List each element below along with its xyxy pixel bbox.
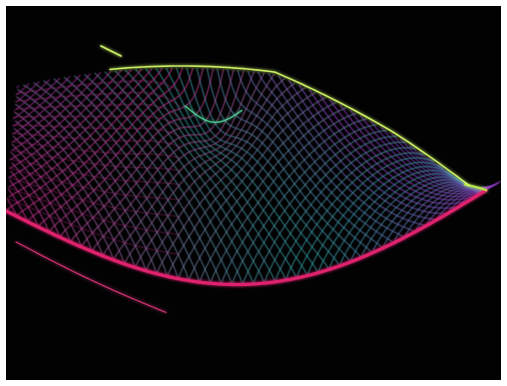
mesh-line-diagonal-a <box>16 85 20 89</box>
mesh-lines-along <box>6 67 501 285</box>
mesh-line-diagonal-a <box>145 82 296 272</box>
back-crest-curve <box>109 65 471 187</box>
mesh-line-diagonal-b <box>135 69 287 281</box>
mesh-rib-line <box>13 103 181 118</box>
mesh-line-diagonal-b <box>267 72 426 227</box>
mesh-line-diagonal-b <box>257 71 416 233</box>
mesh-line-diagonal-b <box>10 170 50 233</box>
render-viewport <box>6 6 501 380</box>
mesh-line-diagonal-b <box>7 188 28 222</box>
front-trailing-line <box>15 241 167 313</box>
mesh-line-diagonal-a <box>8 69 132 178</box>
mesh-rib-line <box>15 80 181 95</box>
front-edge-curve <box>6 188 488 287</box>
mesh-line-diagonal-a <box>12 73 91 143</box>
mesh-line-diagonal-a <box>102 71 255 257</box>
mesh-rib-line <box>8 177 180 217</box>
mesh-line-diagonal-a <box>457 185 493 208</box>
mesh-line-diagonal-b <box>216 68 373 254</box>
mesh-line-diagonal-a <box>306 161 444 276</box>
mesh-line-diagonal-a <box>274 147 416 283</box>
mesh-line-diagonal-a <box>328 169 463 270</box>
mesh-line-diagonal-b <box>308 89 469 205</box>
mesh-rib-line <box>10 150 180 171</box>
mesh-line-diagonal-a <box>166 92 316 277</box>
mesh-rib-line <box>8 167 180 201</box>
mesh-line-diagonal-a <box>317 166 454 273</box>
mesh-rib-line <box>9 158 180 185</box>
mesh-rib-line <box>11 133 181 147</box>
mesh-line-diagonal-b <box>11 143 82 248</box>
mesh-line-diagonal-a <box>199 107 347 283</box>
mesh-line-diagonal-a <box>220 118 367 285</box>
mesh-line-diagonal-a <box>12 77 61 120</box>
mesh-line-diagonal-b <box>298 84 459 209</box>
mesh-line-diagonal-b <box>319 94 480 201</box>
mesh-line-diagonal-b <box>13 128 104 257</box>
mesh-line-diagonal-a <box>156 87 306 274</box>
mesh-line-diagonal-a <box>253 135 397 285</box>
surface-edges <box>6 45 488 313</box>
mesh-line-diagonal-b <box>12 135 93 252</box>
mesh-line-diagonal-b <box>339 104 501 195</box>
mesh-line-diagonal-b <box>278 75 437 221</box>
mesh-line-diagonal-b <box>165 67 319 274</box>
mesh-line-diagonal-a <box>489 182 500 189</box>
mesh-line-diagonal-a <box>242 129 387 285</box>
mesh-line-diagonal-a <box>285 152 425 281</box>
mesh-line-diagonal-a <box>360 179 480 258</box>
mesh-line-diagonal-a <box>349 176 478 263</box>
mesh-line-diagonal-a <box>15 79 51 110</box>
mesh-line-diagonal-b <box>247 70 405 239</box>
mesh-line-diagonal-b <box>196 68 351 263</box>
mesh-line-diagonal-a <box>15 81 40 103</box>
mesh-line-diagonal-b <box>11 162 61 238</box>
dip-highlight-curve <box>184 105 243 124</box>
wireframe-surface-graphic <box>6 45 501 313</box>
mesh-line-diagonal-b <box>16 96 147 271</box>
mesh-line-diagonal-a <box>296 157 435 279</box>
mesh-line-diagonal-b <box>145 68 297 279</box>
mesh-rib-line <box>6 197 180 255</box>
mesh-line-diagonal-b <box>186 67 341 267</box>
mesh-line-diagonal-b <box>175 67 330 270</box>
crest-flick <box>100 45 122 57</box>
mesh-rib-line <box>14 92 181 107</box>
mesh-line-diagonal-b <box>359 115 497 191</box>
mesh-line-diagonal-a <box>123 73 275 265</box>
mesh-lines-across <box>6 67 500 285</box>
mesh-rib-line <box>10 141 180 159</box>
mesh-line-diagonal-b <box>227 69 383 249</box>
mesh-rib-line <box>13 115 181 128</box>
mesh-line-diagonal-a <box>134 78 286 268</box>
mesh-rib-line <box>12 125 181 137</box>
mesh-line-diagonal-a <box>8 68 153 198</box>
mesh-line-diagonal-b <box>288 79 448 215</box>
mesh-line-diagonal-a <box>12 75 71 127</box>
mesh-line-diagonal-a <box>263 141 407 284</box>
mesh-line-diagonal-a <box>9 70 112 161</box>
mesh-line-diagonal-a <box>210 112 357 284</box>
mesh-line-diagonal-b <box>206 68 362 259</box>
mesh-line-diagonal-a <box>339 173 472 267</box>
mesh-line-diagonal-b <box>329 99 491 197</box>
mesh-line-diagonal-b <box>237 70 394 244</box>
mesh-line-diagonal-b <box>155 68 308 276</box>
mesh-line-diagonal-b <box>124 69 276 283</box>
mesh-line-diagonal-a <box>113 72 265 261</box>
mesh-line-diagonal-b <box>114 70 265 284</box>
mesh-line-diagonal-b <box>6 198 18 217</box>
mesh-line-diagonal-b <box>349 109 498 193</box>
mesh-rib-line <box>7 186 180 235</box>
mesh-line-diagonal-a <box>371 181 482 254</box>
mesh-line-diagonal-a <box>446 186 491 215</box>
mesh-line-diagonal-a <box>188 102 337 281</box>
mesh-line-diagonal-a <box>177 97 326 279</box>
mesh-line-diagonal-a <box>231 124 377 285</box>
